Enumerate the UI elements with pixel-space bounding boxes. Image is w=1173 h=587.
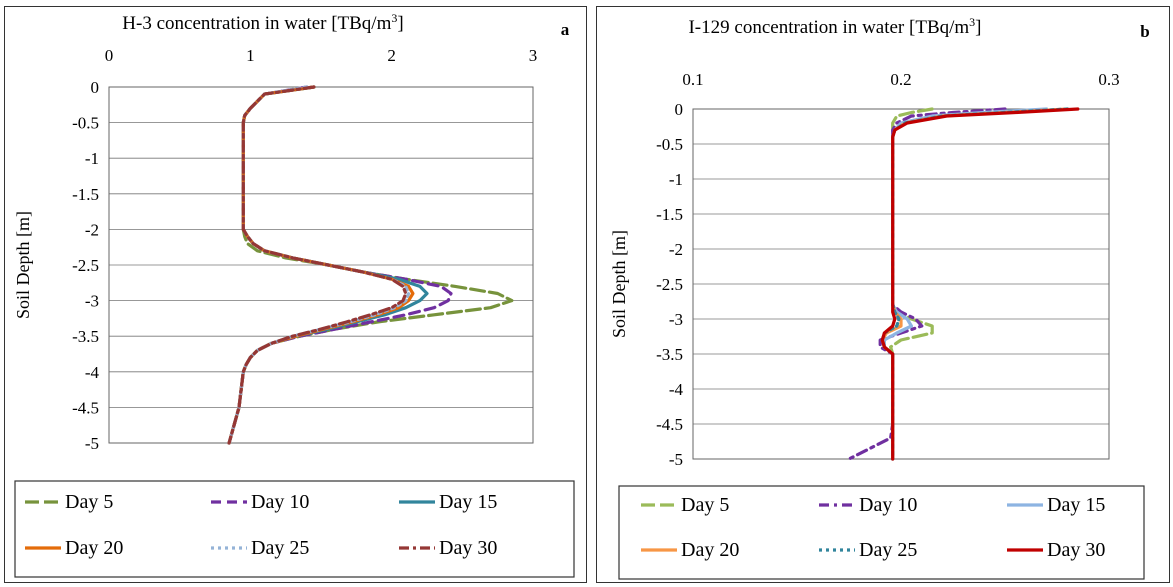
chart-title: H-3 concentration in water [TBq/m3] xyxy=(122,11,403,34)
y-tick-label: -1 xyxy=(85,149,99,168)
y-tick-label: 0 xyxy=(91,78,100,97)
legend-box xyxy=(618,485,1145,580)
plot-area-frame xyxy=(692,108,1110,460)
y-tick-label: -4.5 xyxy=(72,398,99,417)
panel-letter: a xyxy=(561,20,570,39)
y-tick-label: -2 xyxy=(669,240,683,259)
y-tick-label: -5 xyxy=(85,434,99,453)
y-tick-label: -3.5 xyxy=(656,345,683,364)
y-tick-label: -1 xyxy=(669,170,683,189)
legend-label: Day 20 xyxy=(681,539,739,561)
legend-label: Day 30 xyxy=(439,537,497,559)
chart-a-svg: H-3 concentration in water [TBq/m3] a 0 -0.… xyxy=(13,11,575,578)
y-tick-label: -3.5 xyxy=(72,327,99,346)
x-tick-label: 0.1 xyxy=(682,70,703,89)
y-tick-label: -5 xyxy=(669,450,683,469)
x-tick-label: 0.2 xyxy=(890,70,911,89)
legend-label: Day 10 xyxy=(859,494,917,516)
legend-label: Day 20 xyxy=(65,537,123,559)
y-tick-label: -4.5 xyxy=(656,415,683,434)
y-tick-label: -0.5 xyxy=(656,135,683,154)
chart-panel-a: H-3 concentration in water [TBq/m3] a 0 -0.… xyxy=(4,6,587,583)
y-tick-label: -2 xyxy=(85,220,99,239)
legend-label: Day 15 xyxy=(1047,494,1105,516)
panel-letter: b xyxy=(1140,22,1149,41)
x-tick-label: 2 xyxy=(387,46,396,65)
y-tick-label: -1.5 xyxy=(656,205,683,224)
y-tick-label: -1.5 xyxy=(72,185,99,204)
legend-label: Day 25 xyxy=(251,537,309,559)
y-tick-label: 0 xyxy=(675,100,684,119)
x-tick-label: 0 xyxy=(105,46,114,65)
y-tick-label: -3 xyxy=(85,292,99,311)
y-tick-label: -4 xyxy=(669,380,684,399)
y-axis-label: Soil Depth [m] xyxy=(609,230,629,338)
legend-label: Day 10 xyxy=(251,491,309,513)
y-tick-label: -0.5 xyxy=(72,114,99,133)
legend-label: Day 5 xyxy=(681,494,729,516)
y-tick-label: -2.5 xyxy=(656,275,683,294)
chart-title: I-129 concentration in water [TBq/m3] xyxy=(688,15,981,38)
legend-label: Day 5 xyxy=(65,491,113,513)
chart-b-svg: I-129 concentration in water [TBq/m3] b 0 -… xyxy=(609,15,1150,580)
y-tick-label: -2.5 xyxy=(72,256,99,275)
plot-area-frame xyxy=(108,86,534,444)
series-line-day-30 xyxy=(880,107,1080,461)
legend-label: Day 30 xyxy=(1047,539,1105,561)
legend-label: Day 25 xyxy=(859,539,917,561)
x-tick-label: 3 xyxy=(529,46,538,65)
y-tick-label: -3 xyxy=(669,310,683,329)
chart-panel-b: I-129 concentration in water [TBq/m3] b 0 -… xyxy=(596,6,1170,583)
y-axis-label: Soil Depth [m] xyxy=(13,211,33,319)
series-line-day-30 xyxy=(227,85,408,445)
x-tick-label: 0.3 xyxy=(1098,70,1119,89)
x-tick-label: 1 xyxy=(246,46,255,65)
legend-box xyxy=(14,480,575,578)
y-tick-label: -4 xyxy=(85,363,100,382)
legend-label: Day 15 xyxy=(439,491,497,513)
